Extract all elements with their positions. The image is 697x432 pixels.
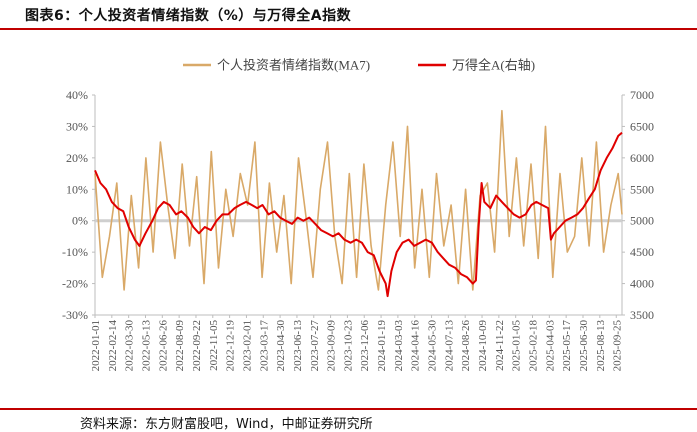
x-tick-label: 2024-04-16 [410, 320, 422, 372]
y-left-tick-label: -10% [62, 245, 88, 259]
y-right-tick-label: 4000 [630, 277, 654, 291]
x-tick-label: 2022-06-26 [157, 320, 169, 372]
figure-header: 图表6：个人投资者情绪指数（%）与万得全A指数 [0, 0, 697, 30]
x-tick-label: 2023-12-06 [359, 320, 371, 372]
y-right-tick-label: 3500 [630, 308, 654, 322]
x-tick-label: 2022-05-13 [140, 320, 152, 372]
y-right-tick-label: 7000 [630, 88, 654, 102]
y-right-tick-label: 6000 [630, 151, 654, 165]
legend-label-sentiment: 个人投资者情绪指数(MA7) [217, 58, 370, 73]
y-left-tick-label: 30% [66, 119, 88, 133]
x-tick-label: 2025-06-30 [578, 320, 590, 372]
x-tick-label: 2023-04-30 [275, 320, 287, 372]
x-tick-label: 2022-12-19 [225, 320, 237, 372]
y-right-tick-label: 4500 [630, 245, 654, 259]
x-tick-label: 2022-03-30 [124, 320, 136, 372]
series-line-sentiment [94, 109, 623, 291]
x-tick-label: 2023-03-17 [258, 320, 270, 372]
x-tick-label: 2024-11-22 [494, 320, 506, 371]
y-left-tick-label: -30% [62, 308, 88, 322]
x-tick-label: 2025-09-25 [611, 320, 623, 372]
sentiment-vs-index-chart: 个人投资者情绪指数(MA7) 万得全A(右轴) -30% -20% -10% 0% 10%… [62, 58, 654, 372]
figure-title: 图表6：个人投资者情绪指数（%）与万得全A指数 [25, 8, 352, 24]
y-right-tick-label: 6500 [630, 119, 654, 133]
y-left-tick-label: -20% [62, 277, 88, 291]
footer-divider [0, 408, 697, 410]
x-tick-label: 2022-08-09 [174, 320, 186, 372]
chart-axes: -30% -20% -10% 0% 10% 20% 30% 40% 3500 4000 4500 50… [62, 88, 654, 371]
y-left-tick-label: 20% [66, 151, 88, 165]
x-tick-label: 2023-06-13 [292, 320, 304, 372]
chart-plot-area [94, 109, 623, 298]
x-tick-label: 2022-09-22 [191, 320, 203, 371]
x-tick-label: 2025-08-13 [595, 320, 607, 372]
x-tick-label: 2022-01-01 [90, 320, 102, 371]
x-tick-label: 2023-09-09 [326, 320, 338, 372]
x-tick-label: 2022-11-05 [208, 320, 220, 371]
x-tick-label: 2024-07-13 [443, 320, 455, 372]
chart-legend: 个人投资者情绪指数(MA7) 万得全A(右轴) [183, 58, 535, 73]
source-note: 资料来源：东方财富股吧，Wind，中邮证券研究所 [80, 417, 373, 432]
x-tick-label: 2024-05-30 [427, 320, 439, 372]
x-tick-label: 2023-10-23 [342, 320, 354, 372]
x-tick-label: 2022-02-14 [107, 320, 119, 372]
x-tick-label: 2024-03-03 [393, 320, 405, 372]
y-left-tick-label: 10% [66, 182, 88, 196]
x-tick-label: 2023-02-01 [241, 320, 253, 371]
x-tick-label: 2025-04-03 [544, 320, 556, 372]
x-tick-label: 2023-07-27 [309, 320, 321, 372]
y-left-tick-label: 0% [72, 214, 88, 228]
x-tick-label: 2025-01-05 [511, 320, 523, 372]
y-right-tick-label: 5000 [630, 214, 654, 228]
series-line-index [94, 131, 623, 298]
x-tick-label: 2025-02-18 [528, 320, 540, 372]
x-tick-label: 2024-10-09 [477, 320, 489, 372]
x-tick-label: 2025-05-17 [561, 320, 573, 372]
y-left-tick-label: 40% [66, 88, 88, 102]
y-right-tick-label: 5500 [630, 182, 654, 196]
x-tick-label: 2024-08-26 [460, 320, 472, 372]
x-tick-label: 2024-01-19 [376, 320, 388, 372]
legend-label-index: 万得全A(右轴) [452, 58, 535, 73]
